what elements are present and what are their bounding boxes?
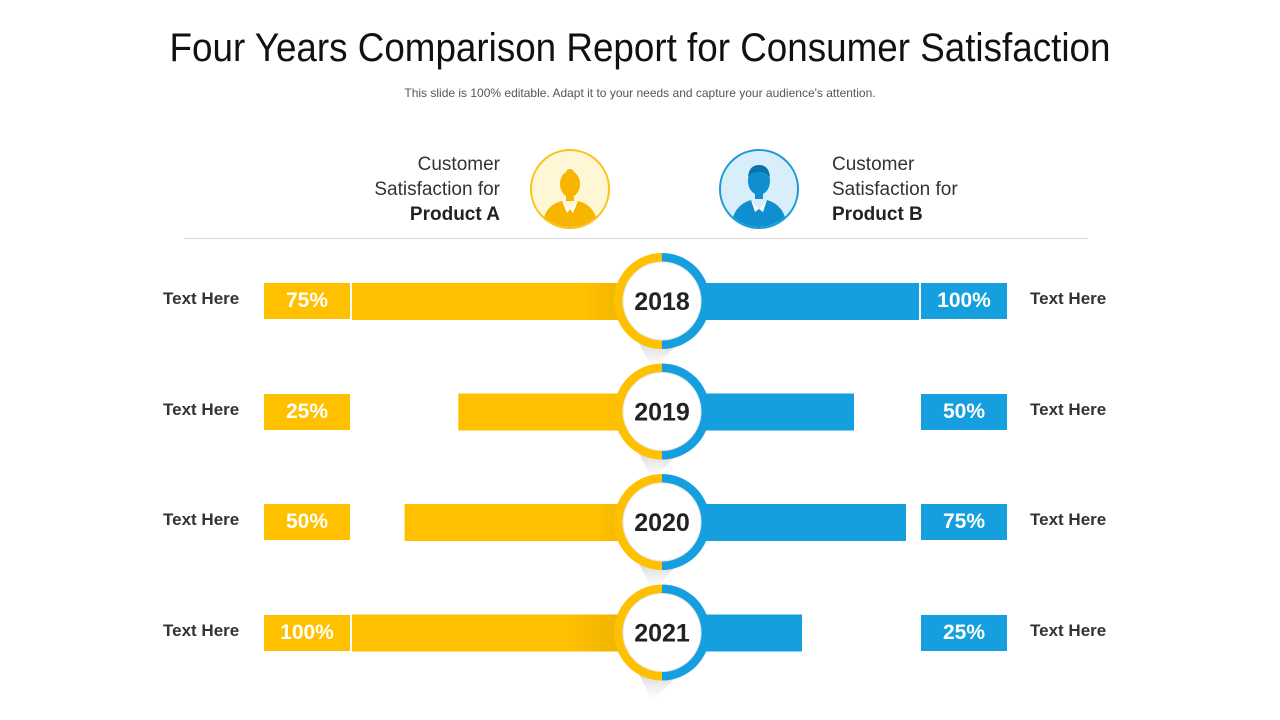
year-circle-2018 [622, 261, 702, 341]
year-label-2021: 2021 [634, 620, 690, 648]
value-label-b-2020: 75% [919, 502, 1009, 542]
year-circle-2021 [622, 593, 702, 672]
value-label-a-2019: 25% [262, 391, 352, 432]
row-text-b-2021: Text Here [1030, 620, 1107, 640]
year-label-2019: 2019 [634, 399, 690, 427]
legend-b-line2: Satisfaction for [832, 179, 958, 200]
legend-a-line2: Satisfaction for [374, 179, 500, 200]
value-label-b-2019: 50% [919, 391, 1009, 432]
row-text-a-2020: Text Here [163, 510, 240, 529]
year-label-2018: 2018 [634, 288, 690, 316]
legend-b-line1: Customer [832, 154, 915, 175]
year-label-2020: 2020 [634, 509, 690, 537]
row-text-a-2021: Text Here [163, 620, 240, 640]
value-label-b-2021: 25% [919, 612, 1009, 653]
bar-shade-a-2018 [350, 283, 662, 320]
year-circle-2019 [622, 372, 702, 451]
page-subtitle: This slide is 100% editable. Adapt it to… [404, 86, 876, 100]
row-text-a-2019: Text Here [163, 399, 240, 419]
year-circle-2020 [622, 482, 702, 562]
female-user-icon [530, 149, 610, 229]
legend-a-product: Product A [409, 204, 500, 225]
bar-shade-a-2021 [297, 614, 662, 652]
page-title: Four Years Comparison Report for Consume… [169, 26, 1111, 70]
bar-product-b-2018 [662, 283, 958, 320]
value-label-b-2018: 100% [919, 281, 1009, 321]
male-user-icon [719, 149, 799, 229]
legend-product-a: Customer Satisfaction for Product A [300, 152, 500, 227]
row-text-b-2018: Text Here [1030, 289, 1107, 308]
row-text-b-2020: Text Here [1030, 510, 1107, 529]
value-label-a-2018: 75% [262, 281, 352, 321]
legend-b-product: Product B [832, 204, 923, 225]
row-text-a-2018: Text Here [163, 289, 240, 308]
header-divider [184, 238, 1088, 239]
legend-a-line1: Customer [417, 154, 500, 175]
row-text-b-2019: Text Here [1030, 399, 1107, 419]
legend-product-b: Customer Satisfaction for Product B [832, 152, 1032, 227]
value-label-a-2021: 100% [262, 612, 352, 653]
value-label-a-2020: 50% [262, 502, 352, 542]
